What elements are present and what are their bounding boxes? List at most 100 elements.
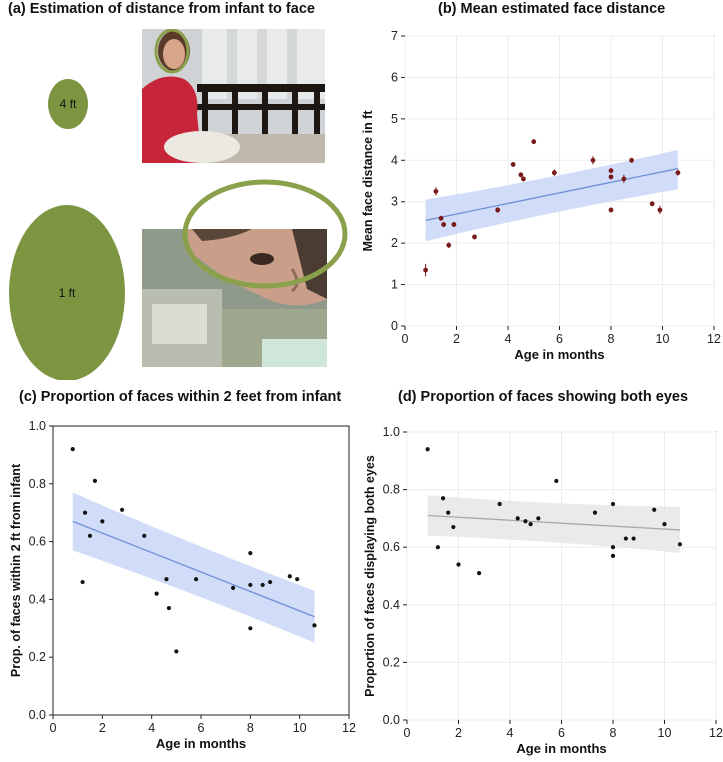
panel-b-title: (b) Mean estimated face distance bbox=[438, 1, 666, 17]
oval-4ft bbox=[48, 79, 88, 129]
data-point bbox=[536, 516, 541, 521]
x-tick-label: 2 bbox=[99, 721, 106, 735]
y-tick-label: 0.0 bbox=[383, 713, 400, 727]
y-tick-label: 2 bbox=[391, 236, 398, 250]
data-point bbox=[154, 591, 159, 596]
data-point bbox=[174, 649, 179, 654]
data-point bbox=[608, 207, 614, 213]
x-axis-label: Age in months bbox=[516, 741, 606, 756]
y-axis-label: Proportion of faces displaying both eyes bbox=[363, 455, 377, 697]
regression-line bbox=[427, 514, 680, 531]
data-point bbox=[435, 545, 440, 550]
y-tick-label: 4 bbox=[391, 153, 398, 167]
x-tick-label: 8 bbox=[247, 721, 254, 735]
x-tick-label: 4 bbox=[505, 332, 512, 346]
y-tick-label: 0.0 bbox=[29, 708, 46, 722]
data-point bbox=[451, 222, 457, 227]
data-point bbox=[649, 201, 655, 207]
data-point bbox=[70, 447, 75, 452]
x-tick-label: 10 bbox=[658, 726, 672, 740]
y-tick-label: 0 bbox=[391, 319, 398, 333]
x-tick-label: 8 bbox=[608, 332, 615, 346]
data-point bbox=[446, 510, 451, 515]
data-point bbox=[590, 157, 596, 163]
regression-line bbox=[425, 167, 679, 221]
x-tick-label: 10 bbox=[656, 332, 670, 346]
x-tick-label: 2 bbox=[455, 726, 462, 740]
data-point bbox=[440, 496, 446, 501]
confidence-band bbox=[425, 149, 678, 242]
y-tick-label: 1.0 bbox=[383, 425, 400, 439]
x-tick-label: 6 bbox=[556, 332, 563, 346]
data-point bbox=[100, 519, 105, 524]
data-point bbox=[119, 507, 125, 512]
data-point bbox=[441, 222, 447, 227]
data-point bbox=[497, 501, 502, 507]
confidence-band bbox=[427, 495, 680, 553]
data-point bbox=[515, 516, 520, 521]
x-tick-label: 8 bbox=[610, 726, 617, 740]
x-tick-label: 4 bbox=[507, 726, 514, 740]
data-point bbox=[433, 188, 439, 194]
y-tick-label: 1 bbox=[391, 278, 398, 292]
y-tick-label: 0.2 bbox=[29, 650, 46, 664]
x-tick-label: 2 bbox=[453, 332, 460, 346]
oval-4ft-label: 4 ft bbox=[60, 97, 77, 111]
data-point bbox=[446, 242, 452, 248]
y-axis-label: Mean face distance in ft bbox=[361, 110, 375, 252]
data-point bbox=[260, 582, 265, 588]
data-point bbox=[451, 524, 456, 530]
data-point bbox=[456, 562, 461, 567]
x-tick-label: 10 bbox=[293, 721, 307, 735]
x-tick-label: 0 bbox=[402, 332, 409, 346]
panel-d-title: (d) Proportion of faces showing both eye… bbox=[398, 389, 689, 405]
data-point bbox=[608, 174, 614, 180]
data-point bbox=[531, 139, 537, 145]
regression-line bbox=[72, 520, 315, 618]
data-point bbox=[592, 510, 598, 515]
data-point bbox=[629, 157, 634, 163]
data-point bbox=[523, 519, 528, 524]
x-tick-label: 6 bbox=[558, 726, 565, 740]
x-tick-label: 12 bbox=[707, 332, 721, 346]
y-tick-label: 0.4 bbox=[29, 592, 46, 606]
y-tick-label: 5 bbox=[391, 112, 398, 126]
data-point bbox=[521, 176, 526, 182]
data-point bbox=[528, 522, 533, 527]
data-point bbox=[623, 536, 628, 541]
data-point bbox=[193, 577, 199, 582]
panel-a-title: (a) Estimation of distance from infant t… bbox=[8, 1, 315, 17]
y-tick-label: 0.8 bbox=[383, 483, 400, 497]
y-tick-label: 3 bbox=[391, 195, 398, 209]
data-point bbox=[267, 579, 273, 585]
photo-4ft-illustration bbox=[142, 29, 325, 163]
data-point bbox=[425, 447, 430, 452]
data-point bbox=[510, 162, 516, 167]
photo-1ft bbox=[142, 229, 327, 367]
data-point bbox=[87, 533, 93, 538]
data-point bbox=[662, 522, 667, 527]
x-axis-label: Age in months bbox=[514, 347, 604, 362]
data-point bbox=[677, 542, 683, 547]
data-point bbox=[657, 207, 663, 213]
data-point bbox=[610, 553, 616, 558]
oval-1ft-label: 1 ft bbox=[59, 286, 76, 300]
x-tick-label: 4 bbox=[148, 721, 155, 735]
confidence-band bbox=[72, 492, 315, 643]
data-point bbox=[610, 501, 616, 507]
x-tick-label: 6 bbox=[198, 721, 205, 735]
data-point bbox=[554, 478, 559, 484]
data-point bbox=[495, 207, 501, 213]
x-tick-label: 0 bbox=[404, 726, 411, 740]
data-point bbox=[472, 234, 477, 240]
data-point bbox=[652, 507, 657, 512]
panel-c-title: (c) Proportion of faces within 2 feet fr… bbox=[19, 389, 342, 405]
data-point bbox=[518, 172, 524, 178]
data-point bbox=[166, 605, 172, 611]
data-point bbox=[248, 582, 253, 588]
x-tick-label: 12 bbox=[709, 726, 723, 740]
photo-4ft bbox=[142, 29, 325, 163]
y-tick-label: 1.0 bbox=[29, 419, 46, 433]
data-point bbox=[610, 545, 616, 550]
data-point bbox=[551, 170, 557, 176]
